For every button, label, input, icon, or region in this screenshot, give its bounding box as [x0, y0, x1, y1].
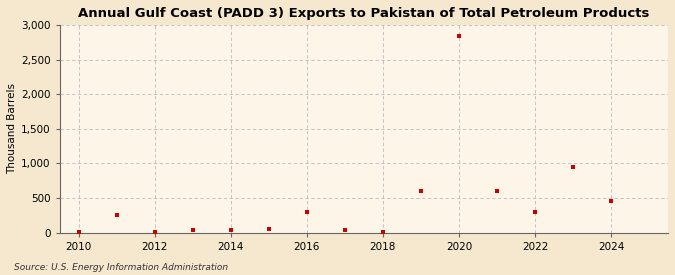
Point: [111, 213, 122, 218]
Title: Annual Gulf Coast (PADD 3) Exports to Pakistan of Total Petroleum Products: Annual Gulf Coast (PADD 3) Exports to Pa…: [78, 7, 649, 20]
Point: [568, 165, 578, 169]
Point: [225, 228, 236, 233]
Point: [340, 228, 350, 233]
Point: [188, 228, 198, 233]
Text: Source: U.S. Energy Information Administration: Source: U.S. Energy Information Administ…: [14, 263, 227, 272]
Point: [302, 210, 313, 215]
Point: [149, 230, 160, 234]
Point: [605, 199, 616, 203]
Point: [377, 230, 388, 234]
Point: [263, 227, 274, 231]
Point: [74, 230, 84, 235]
Point: [491, 189, 502, 193]
Y-axis label: Thousand Barrels: Thousand Barrels: [7, 83, 17, 174]
Point: [530, 210, 541, 215]
Point: [416, 189, 427, 193]
Point: [454, 34, 464, 38]
